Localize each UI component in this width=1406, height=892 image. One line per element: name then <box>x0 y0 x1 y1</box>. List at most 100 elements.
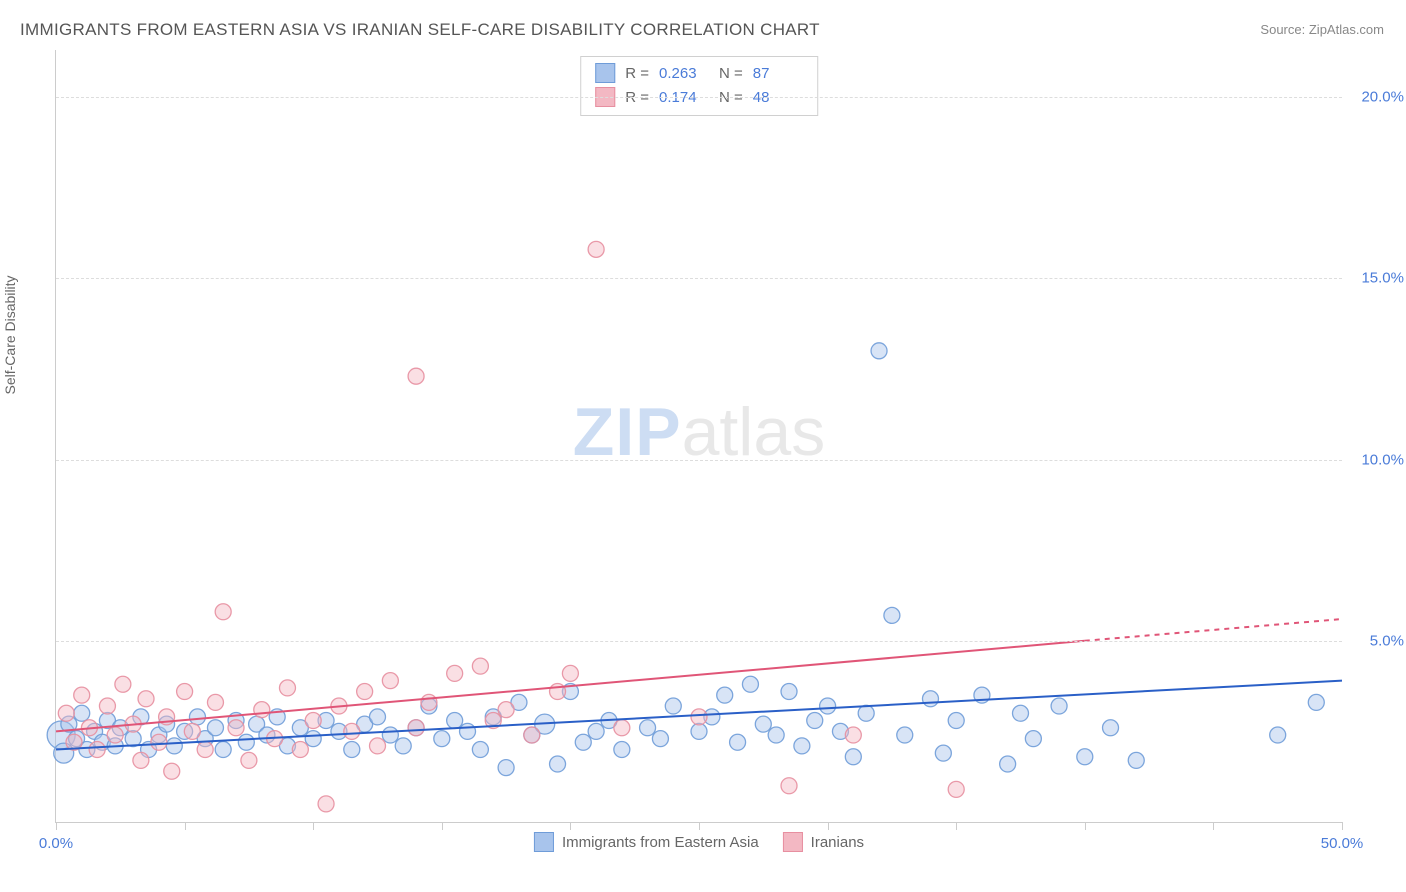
x-tick <box>956 822 957 830</box>
data-point <box>207 720 223 736</box>
trend-line <box>56 641 1085 732</box>
data-point <box>1128 752 1144 768</box>
data-point <box>107 727 123 743</box>
x-tick <box>699 822 700 830</box>
data-point <box>755 716 771 732</box>
x-tick <box>828 822 829 830</box>
data-point <box>344 723 360 739</box>
data-point <box>215 604 231 620</box>
data-point <box>922 691 938 707</box>
data-point <box>498 702 514 718</box>
data-point <box>742 676 758 692</box>
data-point <box>460 723 476 739</box>
data-point <box>447 713 463 729</box>
legend-stats: R = 0.263 N = 87 R = 0.174 N = 48 <box>580 56 818 116</box>
x-tick <box>1213 822 1214 830</box>
data-point <box>691 723 707 739</box>
data-point <box>498 760 514 776</box>
data-point <box>74 687 90 703</box>
data-point <box>897 727 913 743</box>
x-tick-label: 50.0% <box>1321 835 1364 852</box>
legend-label-0: Immigrants from Eastern Asia <box>562 834 759 851</box>
data-point <box>1000 756 1016 772</box>
y-tick-label: 5.0% <box>1370 632 1404 649</box>
data-point <box>238 734 254 750</box>
legend-swatch-0 <box>595 63 615 83</box>
data-point <box>305 731 321 747</box>
data-point <box>370 738 386 754</box>
chart-title: IMMIGRANTS FROM EASTERN ASIA VS IRANIAN … <box>20 20 820 40</box>
trend-line-dashed <box>1085 619 1342 641</box>
source-value: ZipAtlas.com <box>1309 22 1384 37</box>
gridline <box>56 97 1342 98</box>
data-point <box>768 727 784 743</box>
data-point <box>614 720 630 736</box>
data-point <box>241 752 257 768</box>
data-point <box>228 720 244 736</box>
legend-item-1: Iranians <box>783 832 864 852</box>
data-point <box>254 702 270 718</box>
data-point <box>408 720 424 736</box>
data-point <box>1308 694 1324 710</box>
data-point <box>318 796 334 812</box>
data-point <box>472 742 488 758</box>
data-point <box>305 713 321 729</box>
x-tick-label: 0.0% <box>39 835 73 852</box>
source-label: Source: <box>1260 22 1305 37</box>
data-point <box>166 738 182 754</box>
data-point <box>189 709 205 725</box>
data-point <box>948 781 964 797</box>
data-point <box>472 658 488 674</box>
data-point <box>434 731 450 747</box>
data-point <box>164 763 180 779</box>
data-point <box>845 749 861 765</box>
data-point <box>614 742 630 758</box>
data-point <box>382 673 398 689</box>
data-point <box>138 691 154 707</box>
data-point <box>550 756 566 772</box>
data-point <box>640 720 656 736</box>
data-point <box>74 705 90 721</box>
legend-series: Immigrants from Eastern Asia Iranians <box>534 832 864 852</box>
data-point <box>524 727 540 743</box>
data-point <box>845 727 861 743</box>
y-axis-title: Self-Care Disability <box>2 275 18 394</box>
data-point <box>197 742 213 758</box>
data-point <box>344 742 360 758</box>
data-point <box>820 698 836 714</box>
legend-stats-row-0: R = 0.263 N = 87 <box>595 61 803 85</box>
data-point <box>292 742 308 758</box>
data-point <box>58 705 74 721</box>
y-tick-label: 20.0% <box>1361 89 1404 106</box>
data-point <box>1051 698 1067 714</box>
data-point <box>1103 720 1119 736</box>
data-point <box>935 745 951 761</box>
data-point <box>794 738 810 754</box>
data-point <box>357 684 373 700</box>
data-point <box>177 684 193 700</box>
data-point <box>447 665 463 681</box>
legend-swatch-b1 <box>783 832 803 852</box>
data-point <box>807 713 823 729</box>
y-tick-label: 15.0% <box>1361 270 1404 287</box>
data-point <box>215 742 231 758</box>
data-point <box>691 709 707 725</box>
data-point <box>89 742 105 758</box>
x-tick <box>313 822 314 830</box>
data-point <box>207 694 223 710</box>
data-point <box>781 684 797 700</box>
r-value-0: 0.263 <box>659 65 709 82</box>
data-point <box>370 709 386 725</box>
legend-label-1: Iranians <box>811 834 864 851</box>
x-tick <box>185 822 186 830</box>
data-point <box>279 680 295 696</box>
data-point <box>652 731 668 747</box>
data-point <box>151 734 167 750</box>
x-tick <box>1085 822 1086 830</box>
r-label: R = <box>625 65 649 82</box>
legend-item-0: Immigrants from Eastern Asia <box>534 832 759 852</box>
n-label: N = <box>719 65 743 82</box>
data-point <box>781 778 797 794</box>
data-point <box>588 241 604 257</box>
y-tick-label: 10.0% <box>1361 451 1404 468</box>
